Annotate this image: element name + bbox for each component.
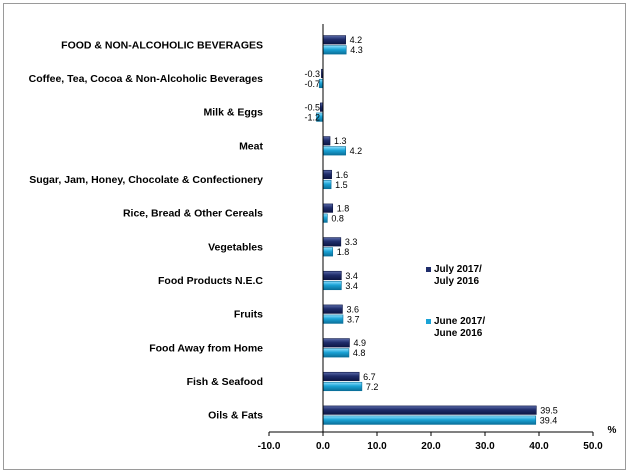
data-label: 1.6	[336, 170, 349, 180]
bar	[322, 136, 331, 146]
data-label: -0.7	[304, 79, 320, 89]
data-label: -0.3	[304, 69, 320, 79]
data-label: 6.7	[363, 372, 376, 382]
category-label: Sugar, Jam, Honey, Chocolate & Confectio…	[29, 174, 263, 186]
bar	[322, 338, 350, 348]
bar	[322, 371, 360, 382]
legend-swatch	[426, 267, 431, 272]
category-label: Food Away from Home	[149, 342, 263, 354]
data-label: 1.5	[335, 180, 348, 190]
x-tick-label: 20.0	[421, 441, 441, 452]
data-label: 1.8	[337, 247, 350, 257]
x-tick-label: -10.0	[258, 441, 281, 452]
category-label: Rice, Bread & Other Cereals	[123, 208, 263, 220]
category-label: Food Products N.E.C	[158, 275, 263, 287]
category-label: Vegetables	[208, 241, 263, 253]
chart-frame	[3, 3, 626, 470]
bar	[322, 348, 350, 358]
data-label: 7.2	[366, 382, 379, 392]
category-label: FOOD & NON-ALCOHOLIC BEVERAGES	[61, 39, 263, 51]
x-tick-label: 50.0	[583, 441, 603, 452]
bar	[322, 213, 328, 223]
bar	[322, 381, 363, 392]
data-label: 3.7	[347, 314, 360, 324]
data-label: 39.4	[540, 415, 558, 425]
data-label: 4.3	[350, 45, 363, 55]
category-label: Fish & Seafood	[187, 376, 263, 388]
x-tick-label: 40.0	[529, 441, 549, 452]
category-label: Meat	[239, 140, 263, 152]
bar	[322, 304, 343, 314]
data-label: -1.2	[304, 112, 320, 122]
data-label: 3.4	[345, 281, 358, 291]
bar	[322, 179, 332, 190]
bar	[322, 280, 342, 291]
bar	[322, 314, 344, 324]
x-tick-label: 0.0	[316, 441, 330, 452]
x-unit-label: %	[608, 425, 617, 436]
bar	[322, 237, 342, 247]
data-label: 3.4	[345, 271, 358, 281]
category-label: Oils & Fats	[208, 410, 263, 422]
legend-label: June 2016	[434, 328, 483, 339]
bar	[322, 169, 332, 180]
x-tick-label: 30.0	[475, 441, 495, 452]
data-label: -0.5	[304, 102, 320, 112]
category-label: Coffee, Tea, Cocoa & Non-Alcoholic Bever…	[29, 73, 264, 85]
data-label: 1.8	[337, 203, 350, 213]
legend-label: July 2016	[434, 276, 479, 287]
bar	[322, 415, 537, 425]
bar	[322, 45, 347, 55]
bar	[322, 405, 537, 415]
data-label: 3.3	[345, 237, 358, 247]
data-label: 39.5	[540, 405, 558, 415]
data-label: 4.2	[350, 35, 363, 45]
data-label: 4.2	[350, 146, 363, 156]
bar	[322, 203, 334, 213]
data-label: 4.8	[353, 348, 366, 358]
category-label: Milk & Eggs	[203, 107, 263, 119]
category-label: Fruits	[234, 309, 263, 321]
bar	[322, 146, 346, 156]
legend-swatch	[426, 319, 431, 324]
bar	[322, 270, 342, 281]
data-label: 3.6	[346, 304, 359, 314]
legend-label: June 2017/	[434, 316, 485, 327]
data-label: 0.8	[331, 213, 344, 223]
data-label: 4.9	[353, 338, 366, 348]
data-label: 1.3	[334, 136, 347, 146]
bar	[322, 247, 334, 257]
legend-label: July 2017/	[434, 264, 482, 275]
bar	[322, 35, 346, 45]
x-tick-label: 10.0	[367, 441, 387, 452]
